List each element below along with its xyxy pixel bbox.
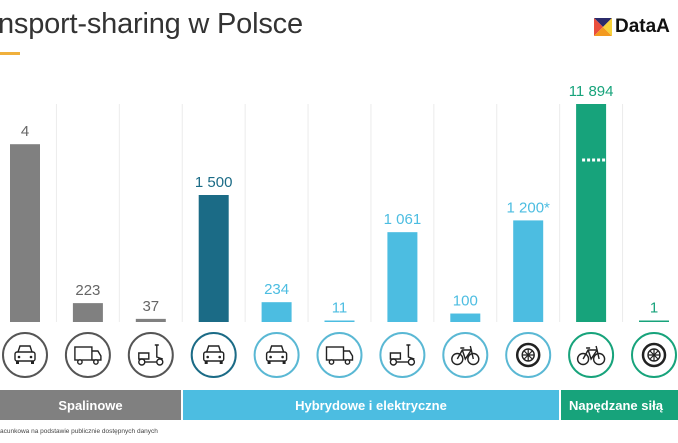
footnote: acunkowa na podstawie publicznie dostępn… (0, 428, 158, 435)
group-label-napedzane: Napędzane siłą (561, 390, 678, 420)
data-label: 1 (650, 300, 658, 317)
wheel-icon (505, 332, 552, 378)
bar (135, 318, 166, 322)
data-label: 1 500 (195, 174, 233, 191)
bar (513, 220, 544, 322)
group-label-spalinowe: Spalinowe (0, 390, 181, 420)
data-label: 223 (75, 282, 100, 299)
car-icon (2, 332, 48, 378)
group-label-hybrydowe: Hybrydowe i elektryczne (183, 390, 559, 420)
data-label: 1 200* (507, 199, 551, 216)
truck-icon (316, 332, 363, 378)
scooter-icon (127, 332, 174, 378)
car-icon (253, 332, 300, 378)
title-underline (0, 52, 20, 55)
wheel-icon (631, 332, 677, 378)
data-label: 11 (332, 300, 348, 317)
scooter-icon (379, 332, 426, 378)
bicycle-icon (568, 332, 615, 378)
data-label: 37 (142, 298, 159, 315)
bar (387, 232, 418, 322)
logo-icon (594, 18, 612, 36)
bar (450, 313, 481, 322)
bar (324, 320, 355, 322)
page-title: nsport-sharing w Polsce (0, 8, 303, 40)
bar (72, 303, 103, 322)
logo: DataA (594, 16, 670, 38)
bar (639, 320, 669, 322)
data-label: 234 (264, 281, 289, 298)
bar (10, 144, 40, 322)
bar (576, 104, 607, 322)
data-label: 1 061 (384, 211, 422, 228)
data-label: 100 (453, 293, 478, 310)
truck-icon (64, 332, 111, 378)
logo-text: DataA (615, 16, 670, 37)
car-icon (190, 332, 237, 378)
bar (261, 302, 292, 322)
bar (198, 195, 229, 322)
data-label: 11 894 (569, 83, 614, 100)
bicycle-icon (442, 332, 489, 378)
data-label: 4 (21, 123, 29, 140)
bar-chart: 4 223 37 1 500 234 11 1 061 100 1 200* 11 894 1 (2, 83, 677, 378)
